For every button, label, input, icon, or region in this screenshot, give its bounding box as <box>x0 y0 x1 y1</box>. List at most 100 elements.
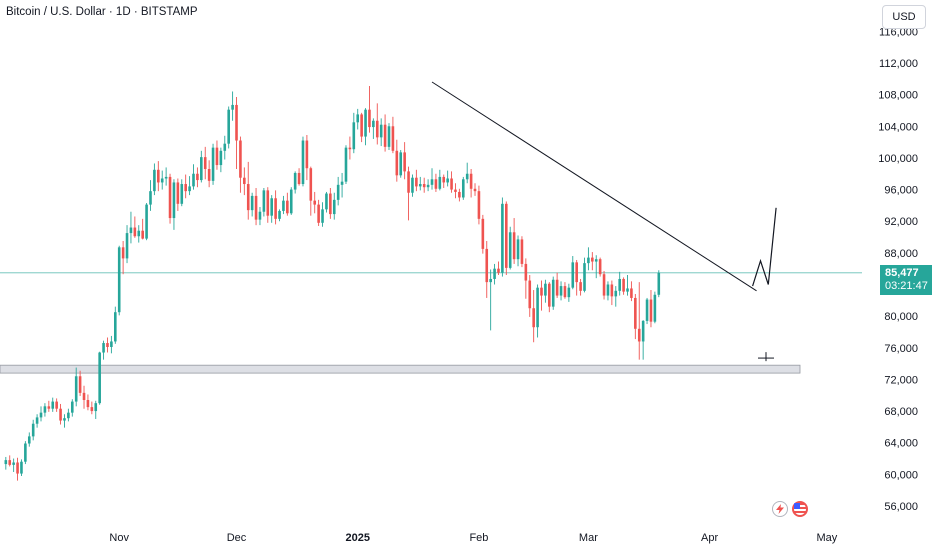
candle-body <box>55 401 58 409</box>
candle-body <box>344 147 348 182</box>
candle-body <box>20 461 23 474</box>
candle-body <box>192 173 195 187</box>
candle-body <box>418 184 422 187</box>
descending-trendline <box>431 81 757 292</box>
candle-body <box>634 297 637 329</box>
candle-body <box>215 147 219 166</box>
candle-body <box>176 182 180 204</box>
price-tick-label: 88,000 <box>884 248 918 260</box>
candle-body <box>434 179 438 189</box>
candle-body <box>622 278 625 292</box>
candle-body <box>555 279 559 296</box>
candle-body <box>649 299 653 322</box>
candle-body <box>211 147 215 181</box>
candle-body <box>602 274 606 296</box>
candle-body <box>438 176 442 189</box>
candle-body <box>106 343 109 347</box>
price-tick-label: 96,000 <box>884 185 918 197</box>
candle-body <box>266 190 270 216</box>
us-economic-event-icon[interactable] <box>792 501 808 517</box>
time-tick-label: Apr <box>701 532 718 544</box>
candle-body <box>336 184 340 200</box>
candle-body <box>399 152 403 176</box>
candle-body <box>544 283 547 296</box>
candle-body <box>485 248 489 283</box>
candle-body <box>512 232 516 260</box>
candle-body <box>305 140 309 169</box>
candle-body <box>243 177 246 185</box>
price-tick-label: 60,000 <box>884 469 918 481</box>
price-tick-label: 108,000 <box>878 90 918 102</box>
candlestick-chart[interactable] <box>0 0 862 526</box>
price-tick-label: 92,000 <box>884 216 918 228</box>
candle-body <box>497 268 500 273</box>
lightning-event-icon[interactable] <box>772 501 788 517</box>
candle-body <box>35 417 39 424</box>
candle-body <box>348 147 352 150</box>
candle-body <box>309 168 313 201</box>
candle-body <box>43 406 47 413</box>
candle-body <box>74 376 78 402</box>
price-tick-label: 100,000 <box>878 153 918 165</box>
price-tick-label: 72,000 <box>884 374 918 386</box>
candle-body <box>90 407 94 412</box>
price-axis[interactable]: 116,000 112,000 108,000 104,000 100,000 96,00… <box>862 0 932 526</box>
candle-body <box>12 462 15 465</box>
candle-body <box>356 114 360 123</box>
candle-body <box>47 406 51 409</box>
candle-body <box>8 460 12 465</box>
candle-body <box>379 124 383 138</box>
candle-body <box>501 203 504 273</box>
candle-body <box>164 176 168 179</box>
countdown-value: 03:21:47 <box>885 280 928 292</box>
time-tick-label: Mar <box>579 532 598 544</box>
candle-body <box>86 399 90 408</box>
candle-body <box>59 408 62 421</box>
candle-body <box>137 230 141 237</box>
candle-body <box>372 120 375 128</box>
time-tick-label: May <box>817 532 838 544</box>
candle-body <box>168 176 172 219</box>
candle-body <box>465 173 469 180</box>
time-tick-label: 2025 <box>345 532 369 544</box>
candle-body <box>51 401 55 409</box>
price-tick-label: 56,000 <box>884 501 918 513</box>
candle-body <box>352 122 356 150</box>
candle-body <box>313 200 317 205</box>
chart-area[interactable] <box>0 0 862 526</box>
candle-body <box>618 278 621 291</box>
candle-body <box>532 308 535 328</box>
candle-body <box>426 184 430 188</box>
candle-body <box>157 169 160 183</box>
candle-body <box>172 182 176 219</box>
candle-body <box>325 193 328 210</box>
candle-body <box>528 280 532 309</box>
candle-body <box>411 177 414 193</box>
candle-body <box>571 262 575 288</box>
candle-body <box>383 124 387 147</box>
candle-body <box>98 352 101 404</box>
candle-body <box>145 204 148 239</box>
candle-body <box>637 328 641 342</box>
candle-body <box>278 210 281 219</box>
candle-body <box>219 150 223 166</box>
time-axis-labels: Nov Dec 2025 Feb Mar Apr May <box>109 532 838 544</box>
candle-body <box>102 343 105 353</box>
candle-body <box>31 423 35 437</box>
currency-button[interactable]: USD <box>882 5 926 29</box>
time-axis[interactable]: Nov Dec 2025 Feb Mar Apr May <box>0 526 862 550</box>
candle-body <box>481 218 485 249</box>
candle-body <box>407 171 410 193</box>
candle-body <box>94 403 98 412</box>
candle-body <box>368 109 371 128</box>
candle-body <box>321 209 324 223</box>
price-axis-labels: 116,000 112,000 108,000 104,000 100,000 96,00… <box>878 26 918 513</box>
candle-body <box>430 179 434 185</box>
candle-body <box>4 460 8 465</box>
support-zone <box>0 364 801 374</box>
candle-body <box>125 233 129 259</box>
candle-body <box>469 173 473 189</box>
candle-body <box>184 184 187 192</box>
us-flag-canton <box>794 503 800 509</box>
candle-body <box>450 178 453 190</box>
